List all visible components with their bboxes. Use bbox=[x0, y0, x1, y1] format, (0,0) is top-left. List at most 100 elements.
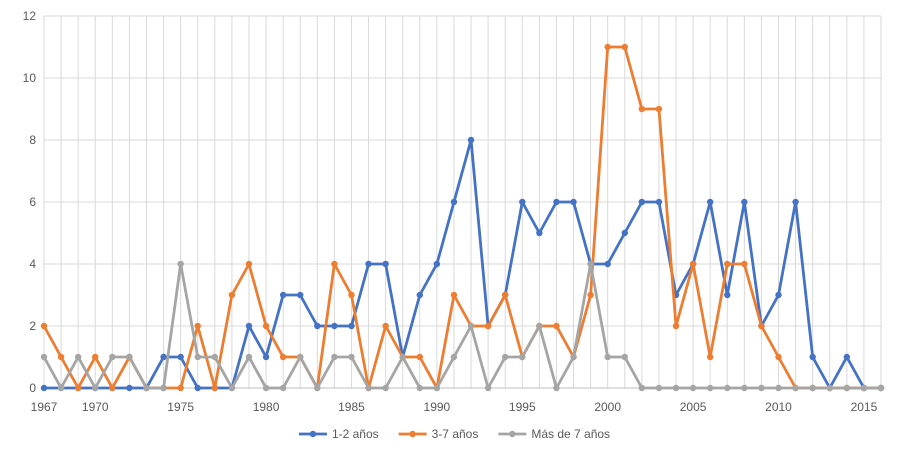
y-tick-label: 2 bbox=[29, 319, 36, 333]
data-point bbox=[638, 105, 646, 113]
data-point bbox=[792, 198, 799, 206]
legend-label: 1-2 años bbox=[332, 427, 379, 441]
data-point bbox=[621, 353, 628, 361]
data-point bbox=[245, 260, 253, 268]
data-point bbox=[416, 353, 423, 361]
data-point bbox=[331, 260, 338, 268]
legend-label: Más de 7 años bbox=[531, 427, 610, 441]
data-point bbox=[553, 198, 560, 206]
legend-swatch-marker bbox=[409, 430, 416, 438]
x-tick-label: 1995 bbox=[509, 400, 536, 414]
data-point bbox=[809, 353, 816, 361]
data-point bbox=[484, 384, 492, 392]
data-point bbox=[502, 291, 509, 299]
y-tick-label: 4 bbox=[29, 257, 36, 271]
data-point bbox=[109, 384, 116, 392]
data-point bbox=[672, 384, 680, 392]
data-point bbox=[621, 229, 628, 237]
data-point bbox=[92, 384, 99, 392]
data-point bbox=[775, 291, 782, 299]
data-point bbox=[211, 353, 219, 361]
data-point bbox=[126, 384, 133, 392]
y-tick-label: 10 bbox=[23, 71, 37, 85]
data-point bbox=[604, 353, 611, 361]
data-point bbox=[724, 291, 731, 299]
data-point bbox=[689, 384, 697, 392]
grid bbox=[43, 15, 882, 389]
data-point bbox=[536, 322, 543, 330]
data-point bbox=[279, 353, 287, 361]
legend-item: 3-7 años bbox=[398, 427, 479, 441]
x-tick-label: 2010 bbox=[765, 400, 792, 414]
data-point bbox=[587, 260, 594, 268]
data-point bbox=[638, 198, 646, 206]
data-point bbox=[860, 384, 868, 392]
data-point bbox=[433, 260, 441, 268]
data-point bbox=[604, 260, 611, 268]
data-point bbox=[262, 384, 270, 392]
data-point bbox=[297, 353, 304, 361]
data-point bbox=[126, 353, 133, 361]
data-point bbox=[297, 291, 304, 299]
data-point bbox=[484, 322, 492, 330]
data-point bbox=[706, 384, 714, 392]
data-point bbox=[741, 198, 748, 206]
data-point bbox=[467, 322, 475, 330]
data-point bbox=[74, 353, 82, 361]
data-point bbox=[536, 229, 543, 237]
data-point bbox=[775, 384, 782, 392]
data-point bbox=[40, 384, 48, 392]
data-point bbox=[467, 136, 475, 144]
data-point bbox=[433, 384, 441, 392]
x-tick-label: 1967 bbox=[31, 400, 58, 414]
axes: 0 2 4 6 8 10 12 1967 1970 1975 1980 1985 1990 1995 200… bbox=[23, 9, 881, 414]
data-point bbox=[314, 384, 321, 392]
data-point bbox=[706, 353, 714, 361]
data-point bbox=[741, 384, 748, 392]
data-point bbox=[672, 322, 680, 330]
data-point bbox=[553, 322, 560, 330]
data-point bbox=[655, 384, 663, 392]
series-3 bbox=[40, 260, 885, 392]
data-point bbox=[587, 291, 594, 299]
legend-swatch-marker bbox=[309, 430, 317, 438]
x-tick-label: 1990 bbox=[424, 400, 451, 414]
data-point bbox=[40, 353, 48, 361]
data-point bbox=[382, 260, 389, 268]
data-point bbox=[74, 384, 82, 392]
data-point bbox=[194, 322, 201, 330]
data-point bbox=[570, 353, 577, 361]
x-tick-label: 2015 bbox=[851, 400, 878, 414]
data-point bbox=[877, 384, 885, 392]
data-point bbox=[655, 105, 663, 113]
data-point bbox=[331, 322, 338, 330]
data-point bbox=[40, 322, 48, 330]
data-point bbox=[228, 384, 236, 392]
data-point bbox=[143, 384, 150, 392]
data-point bbox=[211, 384, 219, 392]
data-point bbox=[365, 260, 372, 268]
data-point bbox=[416, 384, 423, 392]
data-point bbox=[348, 353, 355, 361]
data-point bbox=[621, 43, 628, 51]
data-point bbox=[382, 322, 389, 330]
data-point bbox=[279, 291, 287, 299]
legend-item: 1-2 años bbox=[298, 427, 379, 441]
data-point bbox=[279, 384, 287, 392]
y-tick-label: 6 bbox=[29, 195, 36, 209]
data-point bbox=[450, 198, 458, 206]
data-point bbox=[689, 260, 697, 268]
legend-item: Más de 7 años bbox=[498, 427, 610, 441]
y-tick-label: 0 bbox=[29, 381, 36, 395]
data-point bbox=[348, 291, 355, 299]
data-point bbox=[160, 353, 167, 361]
data-point bbox=[724, 260, 731, 268]
y-tick-label: 12 bbox=[23, 9, 37, 23]
data-point bbox=[450, 291, 458, 299]
data-point bbox=[706, 198, 714, 206]
data-point bbox=[570, 198, 577, 206]
data-point bbox=[809, 384, 816, 392]
legend-label: 3-7 años bbox=[432, 427, 479, 441]
data-point bbox=[553, 384, 560, 392]
